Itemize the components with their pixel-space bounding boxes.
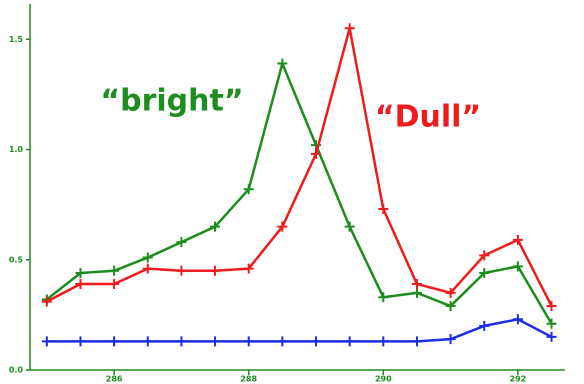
y-tick-label: 1.0: [9, 145, 24, 154]
point-marker: [176, 237, 187, 248]
point-marker: [512, 314, 523, 325]
point-marker: [411, 336, 422, 347]
point-marker: [411, 287, 422, 298]
point-marker: [546, 318, 557, 329]
series-line: [46, 62, 553, 325]
point-marker: [75, 267, 86, 278]
point-marker: [512, 234, 523, 245]
point-marker: [378, 292, 389, 303]
point-marker: [243, 336, 254, 347]
point-marker: [75, 279, 86, 290]
point-marker: [142, 263, 153, 274]
series-line: [46, 318, 553, 343]
point-marker: [277, 58, 288, 69]
point-marker: [311, 336, 322, 347]
point-marker: [344, 23, 355, 34]
point-marker: [75, 336, 86, 347]
x-tick-label: 292: [510, 375, 527, 384]
point-marker: [142, 336, 153, 347]
point-marker: [344, 221, 355, 232]
point-marker: [445, 287, 456, 298]
annotation: “Dull”: [375, 100, 481, 135]
point-marker: [210, 336, 221, 347]
point-marker: [512, 261, 523, 272]
point-marker: [411, 279, 422, 290]
point-marker: [41, 296, 52, 307]
point-marker: [479, 267, 490, 278]
point-marker: [378, 336, 389, 347]
point-marker: [277, 336, 288, 347]
point-marker: [109, 265, 120, 276]
point-marker: [176, 336, 187, 347]
point-marker: [479, 250, 490, 261]
point-marker: [277, 221, 288, 232]
point-marker: [210, 221, 221, 232]
y-tick-label: 0.0: [9, 366, 24, 375]
point-marker: [378, 204, 389, 215]
point-marker: [344, 336, 355, 347]
point-marker: [109, 279, 120, 290]
point-marker: [142, 252, 153, 263]
point-marker: [210, 265, 221, 276]
point-marker: [243, 263, 254, 274]
point-marker: [546, 331, 557, 342]
point-marker: [243, 184, 254, 195]
point-marker: [479, 320, 490, 331]
x-tick-label: 288: [240, 375, 257, 384]
point-marker: [41, 336, 52, 347]
series-line: [46, 27, 553, 307]
point-marker: [445, 334, 456, 345]
x-tick-label: 290: [375, 375, 392, 384]
point-marker: [311, 148, 322, 159]
point-marker: [176, 265, 187, 276]
annotation: “bright”: [100, 84, 243, 119]
point-marker: [445, 301, 456, 312]
y-tick-label: 1.5: [9, 35, 24, 44]
point-marker: [109, 336, 120, 347]
point-marker: [546, 301, 557, 312]
x-tick-label: 286: [106, 375, 123, 384]
y-tick-label: 0.5: [9, 255, 24, 264]
